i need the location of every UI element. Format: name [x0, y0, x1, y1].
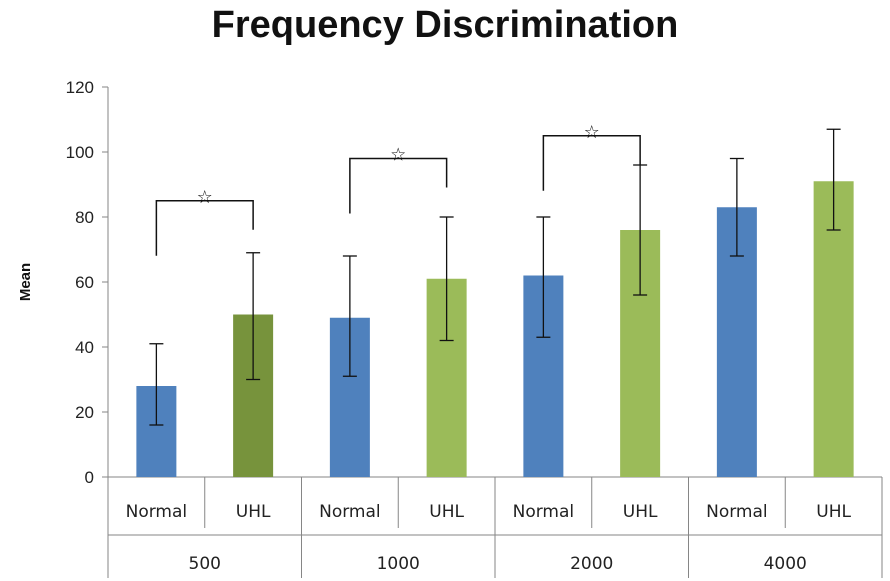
axis-labels: 0 20 40 60 80 100 120 Mean Normal UHL Normal UHL Nor… — [17, 78, 851, 574]
y-tick-label: 120 — [66, 78, 94, 97]
y-tick-label: 0 — [85, 468, 94, 487]
significance-star-2000: ☆ — [584, 122, 600, 143]
x-subcategory-label: Normal — [126, 502, 188, 522]
y-tick-label: 80 — [75, 208, 94, 227]
x-subcategory-label: Normal — [319, 502, 381, 522]
significance-bracket-500 — [155, 200, 254, 256]
x-subcategory-label: UHL — [236, 502, 271, 522]
x-group-label: 500 — [189, 554, 221, 574]
x-subcategory-label: UHL — [816, 502, 851, 522]
chart-title: Frequency Discrimination — [211, 4, 679, 46]
x-subcategory-label: Normal — [513, 502, 575, 522]
y-tick-label: 20 — [75, 403, 94, 422]
y-tick-label: 40 — [75, 338, 94, 357]
x-group-label: 4000 — [764, 554, 807, 574]
x-subcategory-label: UHL — [429, 502, 464, 522]
error-bars — [149, 128, 841, 426]
x-subcategory-label: Normal — [706, 502, 768, 522]
significance-star-500: ☆ — [197, 187, 213, 208]
significance-star-1000: ☆ — [390, 145, 406, 166]
bars — [136, 181, 854, 477]
significance-bracket-2000 — [542, 135, 641, 191]
x-group-label: 1000 — [377, 554, 420, 574]
y-tick-label: 60 — [75, 273, 94, 292]
x-subcategory-label: UHL — [623, 502, 658, 522]
y-tick-label: 100 — [66, 143, 94, 162]
y-axis-title: Mean — [17, 263, 34, 301]
significance-bracket-1000 — [349, 157, 448, 214]
significance-brackets: ☆ ☆ ☆ — [155, 122, 641, 256]
x-group-label: 2000 — [570, 554, 613, 574]
